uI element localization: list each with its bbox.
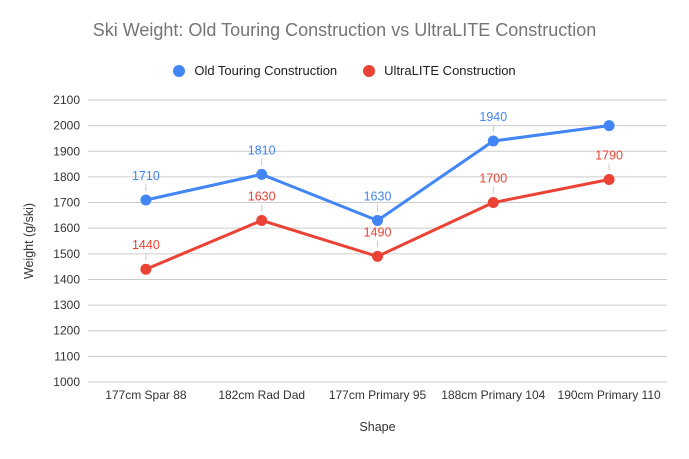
x-axis-title: Shape (359, 420, 395, 434)
data-label: 1940 (479, 110, 507, 124)
data-point[interactable] (487, 197, 499, 209)
x-category-label: 188cm Primary 104 (441, 388, 545, 402)
y-tick-label: 1600 (53, 221, 80, 235)
y-tick-label: 2100 (53, 93, 80, 107)
data-point[interactable] (256, 168, 268, 180)
y-tick-label: 1100 (54, 349, 80, 363)
y-tick-label: 1300 (53, 298, 80, 312)
data-label: 1490 (364, 225, 392, 239)
y-tick-label: 2000 (53, 119, 80, 133)
data-point[interactable] (140, 194, 152, 206)
x-category-label: 190cm Primary 110 (558, 388, 661, 402)
data-point[interactable] (487, 135, 499, 147)
data-label: 1630 (364, 189, 392, 203)
data-point[interactable] (256, 214, 268, 226)
legend-dot-old-touring-icon (173, 64, 186, 77)
data-point[interactable] (372, 214, 383, 226)
data-label: 1790 (595, 148, 623, 162)
y-tick-label: 1400 (53, 272, 80, 286)
data-label: 1710 (132, 169, 160, 183)
x-category-label: 177cm Primary 95 (329, 388, 427, 402)
data-label: 1630 (248, 189, 276, 203)
data-label: 1700 (479, 172, 507, 186)
y-tick-label: 1500 (53, 247, 80, 261)
data-point[interactable] (603, 120, 615, 132)
y-tick-label: 1800 (53, 170, 80, 184)
legend-label-ultralite: UltraLITE Construction (384, 63, 516, 78)
x-category-label: 182cm Rad Dad (218, 388, 305, 402)
legend-dot-ultralite-icon (363, 64, 376, 77)
x-category-label: 177cm Spar 88 (105, 388, 187, 402)
data-point[interactable] (140, 263, 152, 275)
data-label: 1440 (132, 238, 160, 252)
y-tick-label: 1700 (53, 196, 80, 210)
y-axis-title: Weight (g/ski) (22, 203, 36, 279)
data-point[interactable] (372, 250, 383, 262)
legend-item-old-touring[interactable]: Old Touring Construction (173, 63, 337, 78)
data-point[interactable] (603, 173, 615, 185)
legend-label-old-touring: Old Touring Construction (194, 63, 338, 78)
chart-legend: Old Touring Construction UltraLITE Const… (0, 63, 689, 78)
y-tick-label: 1200 (53, 324, 80, 338)
data-label: 1810 (248, 143, 276, 157)
y-tick-label: 1000 (53, 375, 80, 389)
y-tick-label: 1900 (53, 144, 80, 158)
legend-item-ultralite[interactable]: UltraLITE Construction (363, 63, 516, 78)
chart-title: Ski Weight: Old Touring Construction vs … (92, 20, 597, 40)
